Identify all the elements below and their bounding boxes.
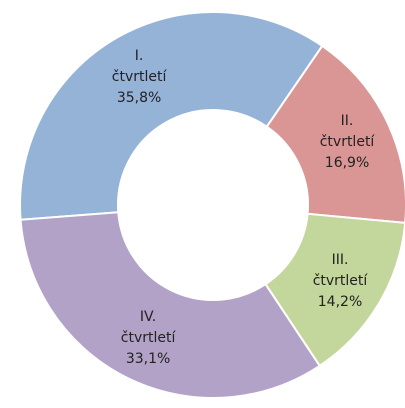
value-label: 14,2% xyxy=(318,294,362,310)
category-label: IV. čtvrtletí xyxy=(121,309,177,346)
category-label: I. čtvrtletí xyxy=(112,48,168,85)
category-label-line: IV. xyxy=(140,309,156,325)
category-label: III. čtvrtletí xyxy=(313,252,369,289)
category-label-line: III. xyxy=(332,252,349,268)
category-label-line: I. xyxy=(135,48,144,64)
category-label-line: čtvrtletí xyxy=(320,134,376,150)
segment-label: I. čtvrtletí 35,8% xyxy=(112,48,168,106)
donut-segment xyxy=(19,11,324,221)
category-label: II. čtvrtletí xyxy=(320,113,376,150)
segment-label: II. čtvrtletí 16,9% xyxy=(320,113,376,171)
category-label-line: II. xyxy=(341,113,354,129)
value-label: 33,1% xyxy=(126,351,170,367)
segment-label: III. čtvrtletí 14,2% xyxy=(313,252,369,310)
donut-segment xyxy=(265,44,405,224)
value-label: 35,8% xyxy=(117,90,161,106)
category-label-line: čtvrtletí xyxy=(313,273,369,289)
category-label-line: čtvrtletí xyxy=(112,69,168,85)
category-label-line: čtvrtletí xyxy=(121,330,177,346)
donut-segment xyxy=(19,211,322,399)
value-label: 16,9% xyxy=(325,155,369,171)
segment-label: IV. čtvrtletí 33,1% xyxy=(121,309,177,367)
